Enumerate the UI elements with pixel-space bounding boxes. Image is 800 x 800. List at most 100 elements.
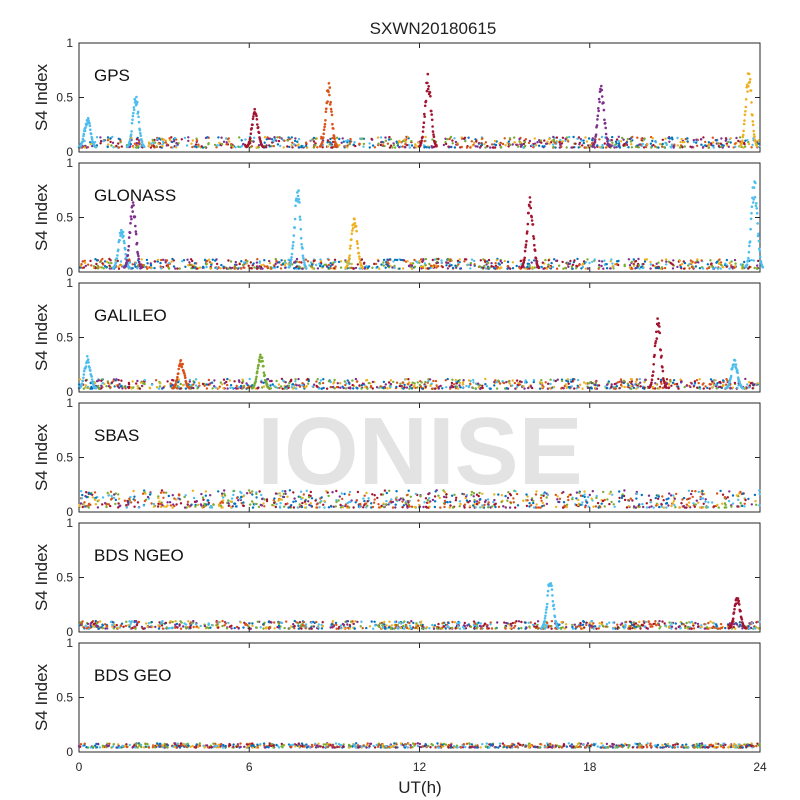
data-point: [354, 144, 357, 148]
data-point: [451, 266, 455, 270]
data-point: [580, 139, 583, 142]
data-point: [456, 622, 459, 625]
data-point: [307, 379, 310, 383]
data-point: [379, 136, 383, 139]
data-point: [110, 497, 114, 500]
data-point: [335, 385, 339, 389]
data-point: [371, 380, 375, 384]
data-point: [687, 501, 691, 504]
data-point: [131, 380, 134, 383]
data-point: [668, 140, 671, 143]
data-point: [274, 262, 277, 266]
data-point: [420, 381, 423, 384]
data-point: [177, 494, 181, 497]
data-point: [623, 143, 626, 146]
data-point: [272, 266, 275, 269]
data-point: [352, 143, 355, 146]
data-point: [503, 621, 506, 624]
data-point: [384, 383, 387, 386]
spike-point: [291, 247, 294, 250]
data-point: [85, 495, 89, 499]
data-point: [242, 495, 245, 498]
spike-point: [294, 204, 297, 208]
data-point: [431, 623, 434, 627]
data-point: [101, 496, 105, 499]
data-point: [140, 384, 144, 388]
data-point: [548, 142, 551, 145]
spike-point: [348, 247, 352, 250]
data-point: [523, 140, 527, 144]
data-point: [392, 380, 395, 384]
data-point: [600, 264, 603, 268]
data-point: [190, 142, 193, 145]
data-point: [437, 622, 440, 626]
data-point: [373, 146, 377, 149]
data-point: [634, 259, 638, 263]
data-point: [83, 146, 86, 149]
data-point: [646, 143, 649, 146]
spike-point: [260, 356, 264, 360]
data-point: [708, 383, 711, 386]
data-point: [514, 387, 517, 390]
data-point: [209, 494, 212, 497]
data-point: [605, 623, 609, 626]
data-point: [637, 264, 641, 267]
data-point: [209, 382, 212, 385]
spike-point: [421, 135, 424, 139]
spike-point: [84, 126, 87, 129]
data-point: [611, 493, 614, 496]
data-point: [158, 385, 162, 388]
spike-point: [358, 255, 361, 258]
data-point: [229, 500, 233, 503]
spike-point: [665, 386, 668, 389]
data-point: [312, 140, 316, 143]
data-point: [436, 261, 440, 264]
spike-point: [736, 376, 740, 379]
data-point: [652, 506, 655, 509]
data-point: [202, 265, 205, 268]
data-point: [640, 266, 643, 269]
spike-point: [329, 100, 333, 104]
data-point: [721, 493, 725, 496]
data-point: [194, 143, 198, 146]
data-point: [532, 146, 535, 149]
data-point: [593, 258, 596, 261]
spike-point: [90, 375, 93, 378]
data-point: [515, 379, 519, 382]
data-point: [382, 505, 385, 509]
data-point: [638, 505, 641, 509]
spike-point: [656, 317, 659, 320]
data-point: [341, 622, 345, 626]
data-point: [667, 504, 670, 507]
spike-point: [422, 125, 425, 129]
data-point: [146, 262, 149, 265]
data-point: [546, 140, 549, 143]
spike-point: [326, 100, 329, 103]
data-point: [318, 506, 321, 509]
data-point: [603, 505, 606, 508]
data-point: [667, 386, 671, 389]
data-point: [255, 261, 259, 264]
data-point: [582, 139, 585, 142]
data-point: [358, 505, 362, 508]
spike-point: [734, 363, 738, 366]
data-point: [671, 502, 675, 505]
spike-point: [333, 137, 336, 140]
data-point: [734, 145, 737, 148]
spike-point: [426, 81, 429, 85]
spike-point: [660, 354, 663, 358]
data-point: [369, 385, 373, 389]
data-point: [179, 382, 182, 386]
data-point: [169, 620, 172, 623]
data-point: [410, 264, 414, 267]
data-point: [187, 620, 190, 623]
spike-point: [354, 224, 358, 228]
data-point: [171, 620, 174, 624]
spike-point: [743, 119, 746, 122]
data-point: [568, 135, 571, 139]
data-point: [378, 386, 381, 389]
spike-point: [133, 215, 137, 218]
data-point: [434, 379, 438, 383]
data-point: [693, 380, 697, 383]
